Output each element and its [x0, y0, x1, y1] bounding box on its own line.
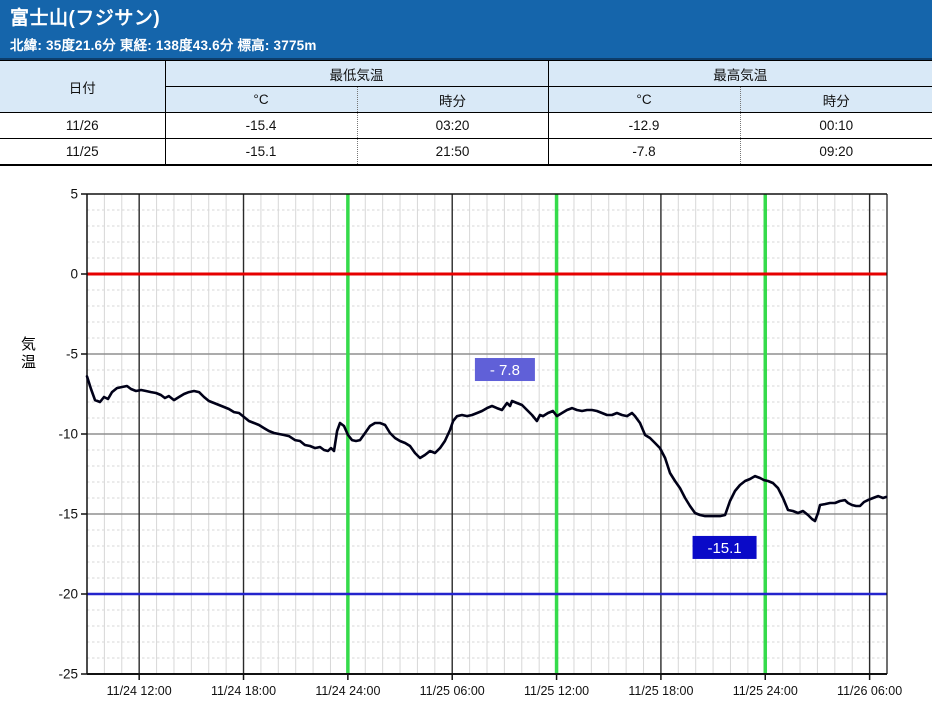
- annotation-badge: [474, 357, 535, 381]
- temps-table: 日付 最低気温 最高気温 °C 時分 °C 時分 11/26 -15.4 03:…: [0, 60, 932, 166]
- annotation-label: -15.1: [707, 539, 741, 556]
- table-row: 11/26 -15.4 03:20 -12.9 00:10: [0, 112, 932, 139]
- page-subtitle: 北緯: 35度21.6分 東経: 138度43.6分 標高: 3775m: [10, 38, 317, 53]
- col-header-min-temp: 最低気温: [165, 60, 549, 87]
- y-tick-label: -25: [58, 666, 78, 681]
- x-tick-label: 11/24 12:00: [107, 684, 172, 698]
- y-tick-label: -20: [58, 586, 78, 601]
- y-tick-label: 0: [70, 266, 78, 281]
- col-header-max-time: 時分: [740, 86, 932, 113]
- cell-max-c: -7.8: [548, 138, 741, 165]
- cell-date: 11/25: [0, 138, 166, 165]
- cell-max-time: 09:20: [740, 138, 932, 165]
- y-tick-label: -5: [66, 346, 78, 361]
- page-header: 富士山(フジサン) 北緯: 35度21.6分 東経: 138度43.6分 標高:…: [0, 0, 932, 60]
- x-tick-label: 11/24 24:00: [315, 684, 380, 698]
- cell-min-c: -15.4: [165, 112, 358, 139]
- page-title: 富士山(フジサン): [10, 8, 161, 29]
- table-row: 11/25 -15.1 21:50 -7.8 09:20: [0, 138, 932, 165]
- x-tick-label: 11/25 12:00: [524, 684, 589, 698]
- y-axis-title: 気温: [19, 335, 36, 372]
- temperature-curve: [85, 374, 888, 522]
- cell-min-time: 03:20: [357, 112, 549, 139]
- x-tick-label: 11/25 18:00: [628, 684, 693, 698]
- cell-max-c: -12.9: [548, 112, 741, 139]
- col-header-max-temp: 最高気温: [548, 60, 932, 87]
- temperature-chart: 気温 11/24 12:00 11/24 18:00 11/24 24:00 11/2…: [0, 165, 932, 722]
- temperature-chart-svg: 11/24 12:00 11/24 18:00 11/24 24:00 11/25 0…: [58, 186, 902, 698]
- cell-date: 11/26: [0, 112, 166, 139]
- cell-max-time: 00:10: [740, 112, 932, 139]
- cell-min-time: 21:50: [357, 138, 549, 165]
- col-header-max-celsius: °C: [548, 86, 741, 113]
- x-tick-label: 11/25 06:00: [420, 684, 485, 698]
- x-tick-label: 11/24 18:00: [211, 684, 276, 698]
- x-tick-label: 11/26 06:00: [837, 684, 902, 698]
- col-header-min-time: 時分: [357, 86, 549, 113]
- annotation-badge: [692, 535, 757, 559]
- col-header-date: 日付: [0, 60, 166, 113]
- x-tick-label: 11/25 24:00: [733, 684, 798, 698]
- y-tick-label: 5: [70, 186, 78, 201]
- col-header-min-celsius: °C: [165, 86, 358, 113]
- y-tick-label: -15: [58, 506, 78, 521]
- annotation-label: - 7.8: [490, 362, 520, 379]
- y-tick-label: -10: [58, 426, 78, 441]
- cell-min-c: -15.1: [165, 138, 358, 165]
